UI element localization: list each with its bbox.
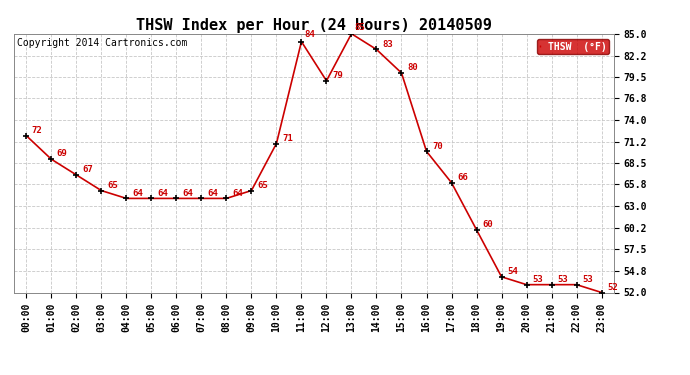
- Text: 64: 64: [232, 189, 243, 198]
- Text: 53: 53: [582, 275, 593, 284]
- Text: 52: 52: [607, 283, 618, 292]
- Text: 67: 67: [82, 165, 92, 174]
- Text: 65: 65: [257, 181, 268, 190]
- Text: 79: 79: [332, 71, 343, 80]
- Text: 64: 64: [207, 189, 218, 198]
- Text: 64: 64: [132, 189, 143, 198]
- Text: 85: 85: [354, 22, 365, 32]
- Text: 64: 64: [182, 189, 193, 198]
- Text: 64: 64: [157, 189, 168, 198]
- Text: 53: 53: [557, 275, 568, 284]
- Text: 54: 54: [507, 267, 518, 276]
- Text: 70: 70: [432, 142, 443, 151]
- Text: 80: 80: [407, 63, 418, 72]
- Legend: THSW  (°F): THSW (°F): [537, 39, 609, 54]
- Text: 66: 66: [457, 173, 468, 182]
- Text: 60: 60: [482, 220, 493, 229]
- Text: 69: 69: [57, 149, 68, 158]
- Text: 53: 53: [532, 275, 543, 284]
- Text: 83: 83: [382, 40, 393, 49]
- Text: Copyright 2014 Cartronics.com: Copyright 2014 Cartronics.com: [17, 38, 187, 48]
- Text: 72: 72: [32, 126, 43, 135]
- Text: 71: 71: [282, 134, 293, 143]
- Text: 65: 65: [107, 181, 118, 190]
- Title: THSW Index per Hour (24 Hours) 20140509: THSW Index per Hour (24 Hours) 20140509: [136, 18, 492, 33]
- Text: 84: 84: [304, 30, 315, 39]
